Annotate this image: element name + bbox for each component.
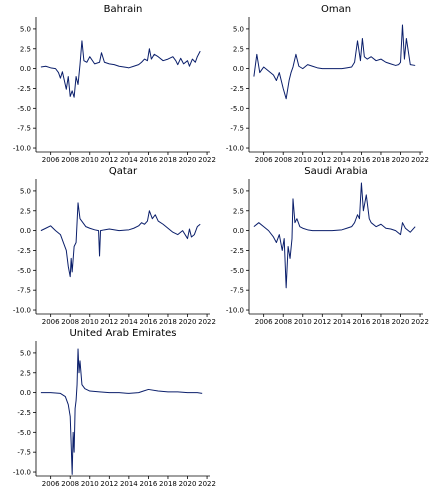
y-tick-label: -5.0 — [230, 267, 244, 275]
y-tick-label: 0.0 — [20, 227, 31, 235]
series-line — [253, 24, 416, 100]
series-line — [40, 348, 203, 475]
y-tick-label: -10.0 — [226, 145, 244, 153]
series-line — [40, 40, 201, 98]
x-tick-label: 2016 — [140, 318, 158, 326]
y-tick-label: -7.5 — [230, 287, 244, 295]
x-tick-label: 2018 — [372, 318, 390, 326]
x-tick-label: 2012 — [313, 156, 331, 164]
y-tick-label: -5.0 — [17, 105, 31, 113]
x-tick-label: 2018 — [159, 480, 177, 486]
x-tick-label: 2006 — [42, 480, 60, 486]
panel-title: Saudi Arabia — [304, 166, 367, 177]
x-tick-label: 2022 — [198, 318, 216, 326]
x-tick-label: 2020 — [179, 480, 197, 486]
x-tick-label: 2014 — [120, 480, 138, 486]
y-tick-label: -10.0 — [13, 145, 31, 153]
x-tick-label: 2010 — [81, 156, 99, 164]
x-tick-label: 2016 — [140, 480, 158, 486]
x-tick-label: 2018 — [159, 318, 177, 326]
panel-title: Oman — [321, 4, 351, 15]
y-tick-label: -7.5 — [17, 287, 31, 295]
x-tick-label: 2016 — [140, 156, 158, 164]
y-tick-label: -2.5 — [230, 85, 244, 93]
y-tick-label: 5.0 — [233, 25, 244, 33]
x-tick-label: 2022 — [198, 480, 216, 486]
y-tick-label: -10.0 — [13, 307, 31, 315]
x-tick-label: 2014 — [333, 156, 351, 164]
y-tick-label: 0.0 — [233, 227, 244, 235]
x-tick-label: 2016 — [353, 318, 371, 326]
x-tick-label: 2012 — [100, 480, 118, 486]
y-tick-label: -10.0 — [13, 469, 31, 477]
x-tick-label: 2014 — [120, 318, 138, 326]
x-tick-label: 2008 — [274, 156, 292, 164]
panel-0: Bahrain -10.0 -7.5 -5.0 -2.5 0.0 2.5 5.0 2006 200… — [13, 4, 216, 164]
panel-4: United Arab Emirates -10.0 -7.5 -5.0 -2.5 0.0… — [13, 328, 216, 486]
x-tick-label: 2022 — [411, 318, 429, 326]
x-tick-label: 2010 — [81, 480, 99, 486]
x-tick-label: 2020 — [179, 156, 197, 164]
y-tick-label: -2.5 — [17, 85, 31, 93]
y-tick-label: 2.5 — [20, 207, 31, 215]
x-tick-label: 2010 — [294, 156, 312, 164]
x-tick-label: 2022 — [411, 156, 429, 164]
x-tick-label: 2006 — [255, 318, 273, 326]
y-tick-label: -7.5 — [17, 449, 31, 457]
x-tick-label: 2006 — [42, 318, 60, 326]
series-line — [253, 182, 416, 289]
y-tick-label: 0.0 — [233, 65, 244, 73]
y-tick-label: -7.5 — [230, 125, 244, 133]
x-tick-label: 2018 — [159, 156, 177, 164]
y-tick-label: -2.5 — [230, 247, 244, 255]
x-tick-label: 2008 — [274, 318, 292, 326]
panel-3: Saudi Arabia -10.0 -7.5 -5.0 -2.5 0.0 2.5 5.0 20… — [226, 166, 429, 326]
y-tick-label: -5.0 — [17, 429, 31, 437]
panel-title: United Arab Emirates — [69, 328, 176, 339]
x-tick-label: 2010 — [81, 318, 99, 326]
panel-title: Qatar — [109, 166, 138, 177]
x-tick-label: 2020 — [392, 318, 410, 326]
y-tick-label: 0.0 — [20, 389, 31, 397]
y-tick-label: 5.0 — [20, 25, 31, 33]
x-tick-label: 2012 — [313, 318, 331, 326]
x-tick-label: 2022 — [198, 156, 216, 164]
x-tick-label: 2008 — [61, 318, 79, 326]
x-tick-label: 2008 — [61, 156, 79, 164]
y-tick-label: 5.0 — [20, 349, 31, 357]
y-tick-label: -5.0 — [17, 267, 31, 275]
x-tick-label: 2012 — [100, 318, 118, 326]
x-tick-label: 2008 — [61, 480, 79, 486]
x-tick-label: 2020 — [392, 156, 410, 164]
y-tick-label: -2.5 — [17, 247, 31, 255]
y-tick-label: -10.0 — [226, 307, 244, 315]
y-tick-label: 2.5 — [233, 45, 244, 53]
y-tick-label: 2.5 — [20, 45, 31, 53]
x-tick-label: 2018 — [372, 156, 390, 164]
y-tick-label: 5.0 — [233, 187, 244, 195]
series-line — [40, 202, 201, 278]
y-tick-label: 2.5 — [20, 369, 31, 377]
x-tick-label: 2014 — [120, 156, 138, 164]
panel-title: Bahrain — [104, 4, 143, 15]
y-tick-label: -2.5 — [17, 409, 31, 417]
x-tick-label: 2016 — [353, 156, 371, 164]
y-tick-label: 2.5 — [233, 207, 244, 215]
x-tick-label: 2014 — [333, 318, 351, 326]
y-tick-label: 5.0 — [20, 187, 31, 195]
y-tick-label: -5.0 — [230, 105, 244, 113]
x-tick-label: 2006 — [42, 156, 60, 164]
x-tick-label: 2010 — [294, 318, 312, 326]
x-tick-label: 2006 — [255, 156, 273, 164]
y-tick-label: -7.5 — [17, 125, 31, 133]
x-tick-label: 2020 — [179, 318, 197, 326]
x-tick-label: 2012 — [100, 156, 118, 164]
y-tick-label: 0.0 — [20, 65, 31, 73]
